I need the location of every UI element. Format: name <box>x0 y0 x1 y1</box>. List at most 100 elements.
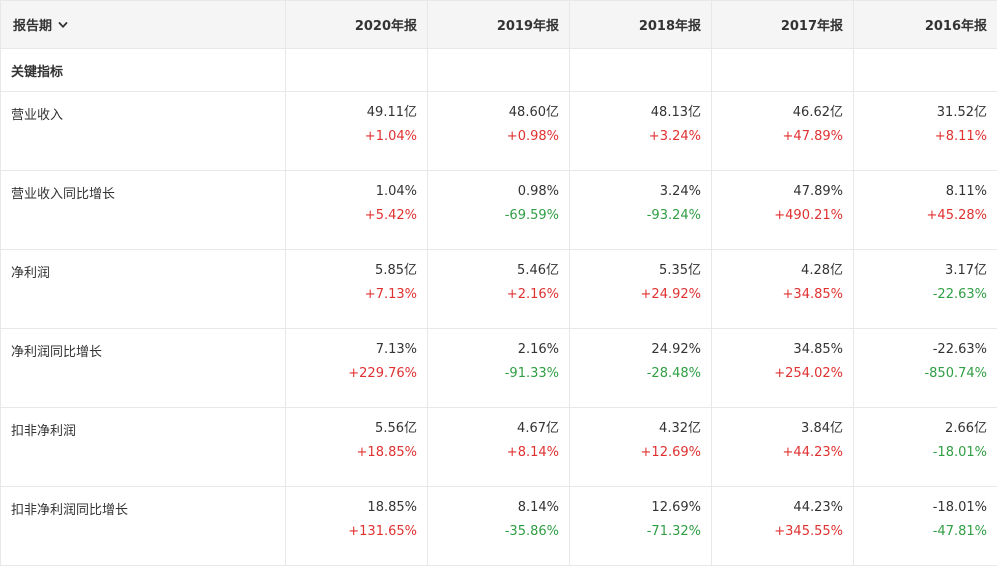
cell-value: 4.67亿 <box>428 419 559 439</box>
value-cell-2020: 5.56亿 +18.85% <box>286 408 428 487</box>
cell-value: 48.60亿 <box>428 103 559 123</box>
cell-change: -47.81% <box>854 522 987 542</box>
row-label: 营业收入同比增长 <box>1 171 286 250</box>
value-cell-2018: 12.69% -71.32% <box>570 487 712 566</box>
cell-change: -22.63% <box>854 285 987 305</box>
value-cell-2020: 18.85%+131.65% <box>286 487 428 566</box>
column-header-2016[interactable]: 2016年报 <box>854 1 997 49</box>
cell-value: 3.24% <box>570 182 701 202</box>
cell-change: +0.98% <box>428 127 559 147</box>
cell-change: -71.32% <box>570 522 701 542</box>
value-cell-2020: 5.85亿 +7.13% <box>286 250 428 329</box>
value-cell-2019: 2.16% -91.33% <box>428 329 570 408</box>
cell-change: -35.86% <box>428 522 559 542</box>
cell-value: 8.11% <box>854 182 987 202</box>
cell-value: 34.85% <box>712 340 843 360</box>
column-header-2019[interactable]: 2019年报 <box>428 1 570 49</box>
value-cell-2016: -18.01% -47.81% <box>854 487 997 566</box>
cell-change: -18.01% <box>854 443 987 463</box>
column-header-2020[interactable]: 2020年报 <box>286 1 428 49</box>
value-cell-2016: 8.11%+45.28% <box>854 171 997 250</box>
cell-value: 12.69% <box>570 498 701 518</box>
column-header-2018[interactable]: 2018年报 <box>570 1 712 49</box>
value-cell-2019: 0.98%-69.59% <box>428 171 570 250</box>
value-cell-2017: 3.84亿 +44.23% <box>712 408 854 487</box>
column-header-2017[interactable]: 2017年报 <box>712 1 854 49</box>
cell-value: 5.56亿 <box>286 419 417 439</box>
cell-value: 2.16% <box>428 340 559 360</box>
empty-cell <box>570 49 712 92</box>
cell-change: -850.74% <box>854 364 987 384</box>
cell-value: 5.85亿 <box>286 261 417 281</box>
value-cell-2020: 7.13% +229.76% <box>286 329 428 408</box>
cell-change: +3.24% <box>570 127 701 147</box>
cell-value: 18.85% <box>286 498 417 518</box>
cell-change: -93.24% <box>570 206 701 226</box>
cell-value: 4.28亿 <box>712 261 843 281</box>
cell-change: +7.13% <box>286 285 417 305</box>
value-cell-2016: 2.66亿 -18.01% <box>854 408 997 487</box>
cell-change: +44.23% <box>712 443 843 463</box>
row-label: 净利润同比增长 <box>1 329 286 408</box>
cell-value: 48.13亿 <box>570 103 701 123</box>
value-cell-2019: 5.46亿+2.16% <box>428 250 570 329</box>
value-cell-2018: 3.24% -93.24% <box>570 171 712 250</box>
cell-value: 46.62亿 <box>712 103 843 123</box>
value-cell-2016: -22.63% -850.74% <box>854 329 997 408</box>
cell-change: +254.02% <box>712 364 843 384</box>
cell-change: +8.11% <box>854 127 987 147</box>
row-label: 扣非净利润 <box>1 408 286 487</box>
cell-value: -22.63% <box>854 340 987 360</box>
section-label: 关键指标 <box>1 49 286 92</box>
cell-value: 5.46亿 <box>428 261 559 281</box>
empty-cell <box>854 49 997 92</box>
cell-value: 1.04% <box>286 182 417 202</box>
cell-value: 3.17亿 <box>854 261 987 281</box>
cell-change: +18.85% <box>286 443 417 463</box>
cell-value: 4.32亿 <box>570 419 701 439</box>
row-label: 扣非净利润同比增长 <box>1 487 286 566</box>
cell-value: -18.01% <box>854 498 987 518</box>
cell-change: +490.21% <box>712 206 843 226</box>
cell-change: +345.55% <box>712 522 843 542</box>
value-cell-2017: 44.23% +345.55% <box>712 487 854 566</box>
empty-cell <box>428 49 570 92</box>
cell-value: 44.23% <box>712 498 843 518</box>
value-cell-2016: 3.17亿 -22.63% <box>854 250 997 329</box>
cell-value: 7.13% <box>286 340 417 360</box>
value-cell-2018: 24.92%-28.48% <box>570 329 712 408</box>
cell-change: +47.89% <box>712 127 843 147</box>
value-cell-2017: 47.89% +490.21% <box>712 171 854 250</box>
row-label: 营业收入 <box>1 92 286 171</box>
cell-value: 24.92% <box>570 340 701 360</box>
value-cell-2018: 5.35亿 +24.92% <box>570 250 712 329</box>
cell-change: +229.76% <box>286 364 417 384</box>
row-label: 净利润 <box>1 250 286 329</box>
value-cell-2018: 4.32亿 +12.69% <box>570 408 712 487</box>
header-row: 报告期 2020年报 2019年报 2018年报 2017年报 2016年报 <box>1 1 997 49</box>
value-cell-2017: 4.28亿 +34.85% <box>712 250 854 329</box>
cell-change: +34.85% <box>712 285 843 305</box>
chevron-down-icon <box>58 20 68 30</box>
cell-value: 3.84亿 <box>712 419 843 439</box>
value-cell-2020: 1.04% +5.42% <box>286 171 428 250</box>
cell-value: 5.35亿 <box>570 261 701 281</box>
cell-change: +12.69% <box>570 443 701 463</box>
value-cell-2017: 46.62亿 +47.89% <box>712 92 854 171</box>
cell-value: 2.66亿 <box>854 419 987 439</box>
period-label: 报告期 <box>13 15 52 34</box>
period-dropdown[interactable]: 报告期 <box>13 15 68 34</box>
cell-change: +5.42% <box>286 206 417 226</box>
cell-value: 47.89% <box>712 182 843 202</box>
period-header[interactable]: 报告期 <box>1 1 286 49</box>
value-cell-2020: 49.11亿+1.04% <box>286 92 428 171</box>
cell-change: -91.33% <box>428 364 559 384</box>
cell-change: +24.92% <box>570 285 701 305</box>
